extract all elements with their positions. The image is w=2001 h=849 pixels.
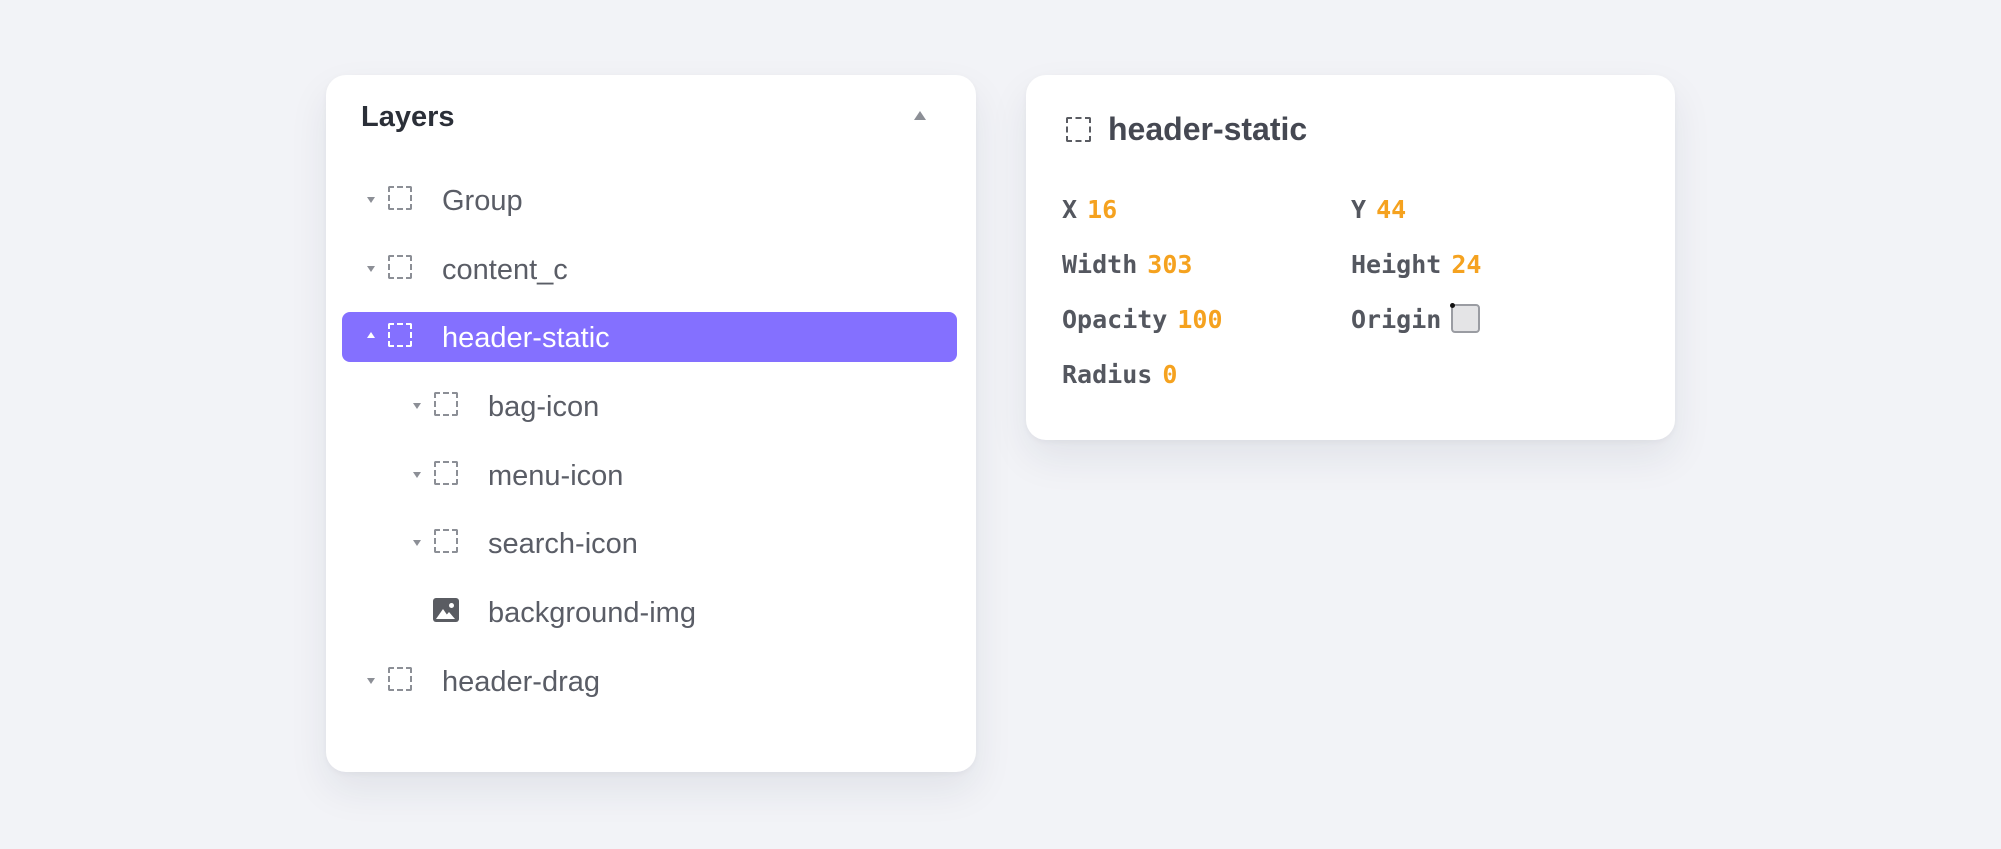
prop-x-value[interactable]: 16 (1087, 195, 1118, 224)
prop-height: Height 24 (1351, 250, 1481, 279)
prop-origin-label: Origin (1351, 305, 1442, 334)
layer-label: background-img (488, 597, 696, 630)
prop-origin: Origin (1351, 302, 1481, 336)
layer-label: search-icon (488, 528, 638, 561)
prop-height-value[interactable]: 24 (1451, 250, 1482, 279)
prop-radius: Radius 0 (1062, 360, 1177, 389)
layer-row-header-drag[interactable]: header-drag (342, 656, 957, 706)
frame-icon (434, 392, 458, 417)
frame-icon (1066, 117, 1091, 142)
chevron-down-icon[interactable] (367, 265, 375, 272)
prop-opacity-value[interactable]: 100 (1177, 305, 1223, 334)
prop-radius-label: Radius (1062, 360, 1153, 389)
chevron-down-icon[interactable] (413, 403, 421, 410)
chevron-up-icon[interactable] (367, 332, 375, 339)
prop-y: Y 44 (1351, 195, 1406, 224)
layer-tree: Group content_c header-static bag-icon m… (342, 175, 957, 725)
origin-picker[interactable] (1450, 302, 1481, 333)
prop-width-label: Width (1062, 250, 1138, 279)
properties-panel: header-static X 16 Y 44 Width 303 Height 24 … (1026, 75, 1675, 440)
chevron-down-icon[interactable] (413, 540, 421, 547)
origin-point-icon (1450, 302, 1456, 308)
layer-label: menu-icon (488, 459, 624, 492)
prop-opacity-label: Opacity (1062, 305, 1168, 334)
layers-title: Layers (361, 101, 455, 133)
layer-row-bag-icon[interactable]: bag-icon (342, 381, 957, 431)
frame-icon (388, 186, 412, 210)
layer-row-background-img[interactable]: background-img (342, 587, 957, 637)
frame-icon (388, 323, 412, 348)
frame-icon (388, 254, 412, 279)
collapse-icon[interactable] (914, 111, 926, 120)
frame-icon (388, 666, 412, 691)
chevron-down-icon[interactable] (367, 197, 375, 203)
prop-width: Width 303 (1062, 250, 1192, 279)
layer-row-group[interactable]: Group (342, 175, 957, 225)
prop-y-value[interactable]: 44 (1376, 195, 1407, 224)
layers-header: Layers (326, 75, 976, 155)
prop-x: X 16 (1062, 195, 1117, 224)
prop-radius-value[interactable]: 0 (1162, 360, 1178, 389)
layer-row-menu-icon[interactable]: menu-icon (342, 450, 957, 500)
layer-row-content-c[interactable]: content_c (342, 244, 957, 294)
layer-label: header-drag (442, 665, 600, 698)
frame-icon (434, 460, 458, 485)
layer-label: header-static (442, 322, 610, 355)
properties-title: header-static (1108, 111, 1308, 147)
chevron-down-icon[interactable] (413, 471, 421, 478)
prop-opacity: Opacity 100 (1062, 305, 1223, 334)
layer-label: bag-icon (488, 391, 600, 424)
chevron-down-icon[interactable] (367, 677, 375, 684)
prop-width-value[interactable]: 303 (1147, 250, 1193, 279)
layer-row-header-static[interactable]: header-static (342, 312, 957, 363)
layers-panel: Layers Group content_c header-static bag… (326, 75, 976, 772)
layer-row-search-icon[interactable]: search-icon (342, 518, 957, 568)
image-icon (433, 598, 459, 623)
layer-label: content_c (442, 253, 568, 286)
prop-y-label: Y (1351, 195, 1367, 224)
prop-x-label: X (1062, 195, 1078, 224)
frame-icon (434, 529, 458, 554)
prop-height-label: Height (1351, 250, 1442, 279)
layer-label: Group (442, 185, 523, 217)
